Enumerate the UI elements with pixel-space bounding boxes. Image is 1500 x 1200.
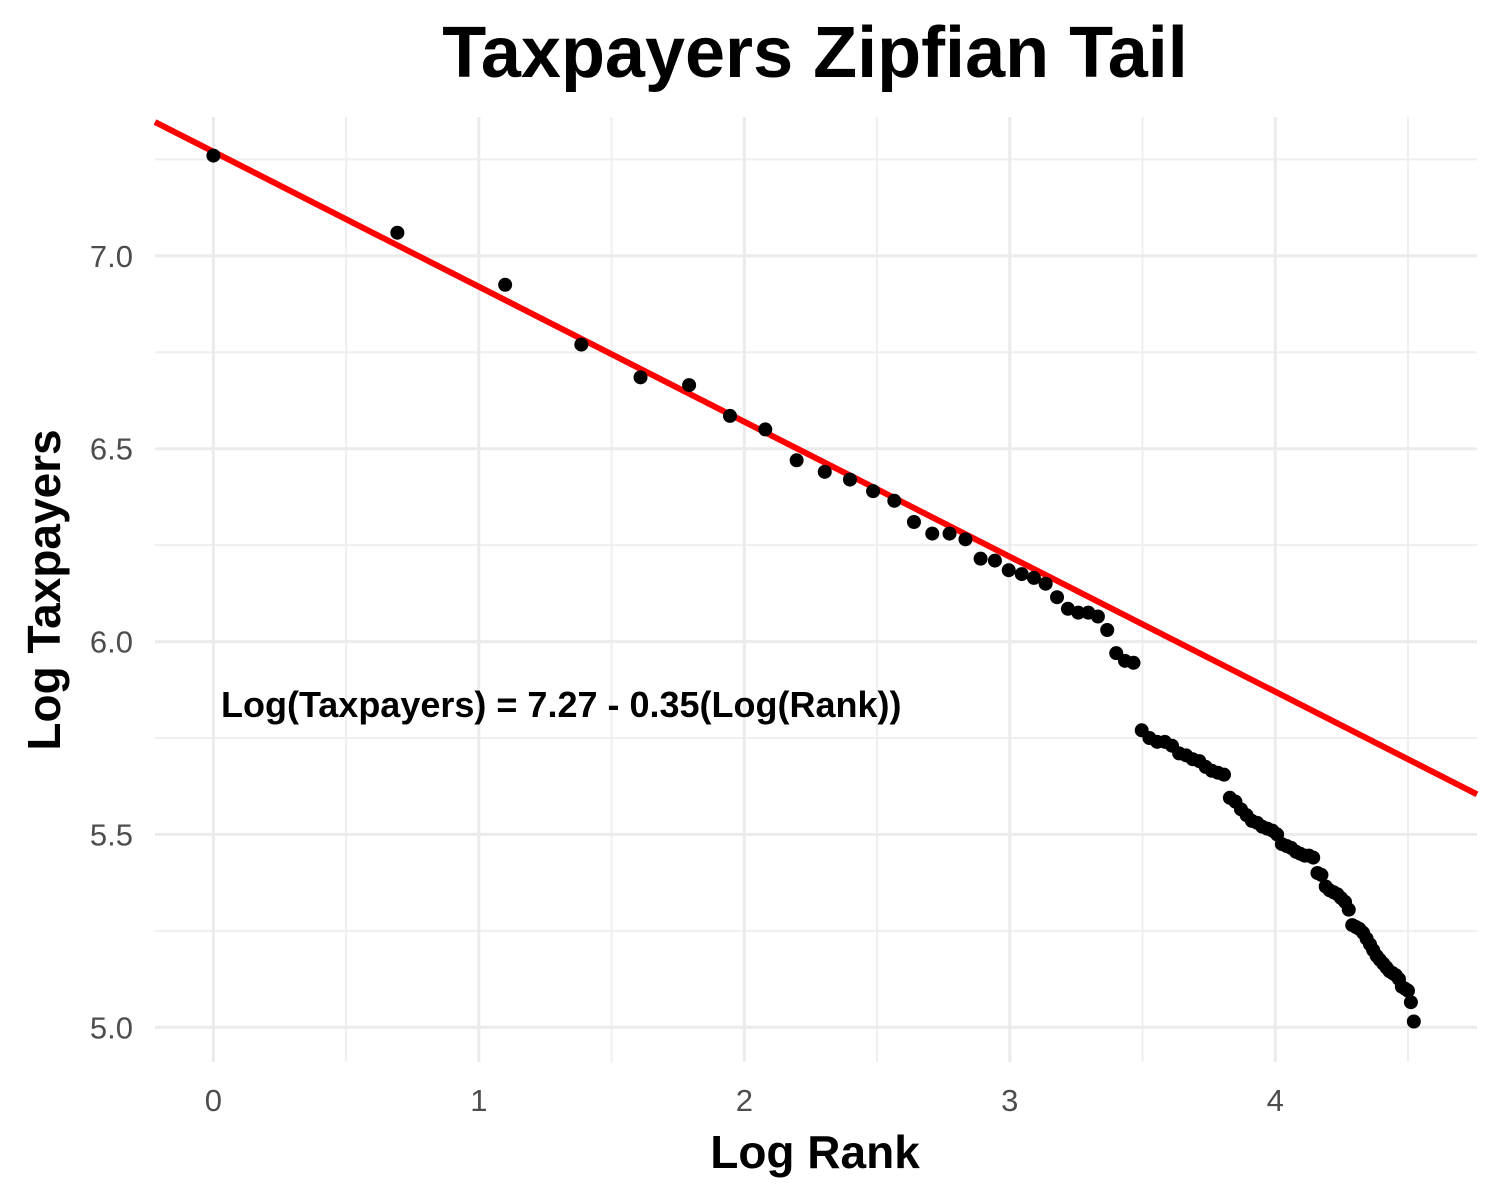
data-point — [842, 472, 857, 487]
regression-equation: Log(Taxpayers) = 7.27 - 0.35(Log(Rank)) — [221, 684, 902, 725]
data-point — [574, 337, 589, 352]
fit-line-layer — [153, 119, 1479, 797]
data-point — [1406, 1014, 1421, 1029]
y-tick-label: 6.5 — [90, 432, 133, 467]
y-tick-label: 6.0 — [90, 625, 133, 660]
x-tick-label: 0 — [205, 1083, 222, 1118]
data-point — [1314, 867, 1329, 882]
data-point — [906, 515, 921, 529]
data-point — [498, 277, 513, 292]
y-tick-labels: 5.0 5.5 6.0 6.5 7.0 — [90, 239, 133, 1045]
grid-major — [155, 117, 1477, 1062]
data-point — [758, 422, 773, 437]
data-point — [1026, 570, 1041, 585]
x-axis-label: Log Rank — [710, 1126, 920, 1178]
grid-minor — [155, 117, 1477, 1062]
data-point — [1050, 590, 1065, 605]
data-point — [1038, 576, 1053, 591]
x-tick-label: 2 — [736, 1083, 753, 1118]
data-point — [1403, 995, 1418, 1010]
data-point — [1341, 902, 1356, 917]
y-axis-label: Log Taxpayers — [18, 429, 70, 750]
data-points — [206, 148, 1421, 1029]
data-point — [1001, 563, 1016, 578]
y-tick-label: 7.0 — [90, 239, 133, 274]
data-point — [789, 453, 804, 468]
data-point — [1071, 605, 1086, 620]
data-point — [390, 225, 405, 240]
data-point — [682, 378, 697, 393]
data-point — [206, 148, 221, 163]
chart-title: Taxpayers Zipfian Tail — [442, 13, 1188, 93]
x-tick-labels: 0 1 2 3 4 — [205, 1083, 1284, 1118]
data-point — [1100, 623, 1115, 637]
data-point — [1090, 609, 1105, 624]
data-point — [866, 484, 881, 499]
data-point — [1217, 767, 1232, 782]
data-point — [817, 464, 832, 479]
data-point — [1400, 983, 1415, 998]
data-point — [958, 532, 973, 547]
data-point — [887, 493, 902, 508]
x-tick-label: 3 — [1001, 1083, 1018, 1118]
data-point — [633, 370, 648, 385]
data-point — [1126, 655, 1141, 670]
regression-line — [153, 119, 1479, 797]
data-point — [925, 526, 940, 541]
data-point — [973, 551, 988, 566]
x-tick-label: 4 — [1267, 1083, 1284, 1118]
y-tick-label: 5.0 — [90, 1010, 133, 1045]
data-point — [987, 553, 1002, 568]
data-point — [1306, 850, 1321, 865]
y-tick-label: 5.5 — [90, 817, 133, 852]
x-tick-label: 1 — [470, 1083, 487, 1118]
data-point — [1014, 567, 1029, 582]
data-point — [942, 526, 957, 541]
data-point — [722, 408, 737, 423]
